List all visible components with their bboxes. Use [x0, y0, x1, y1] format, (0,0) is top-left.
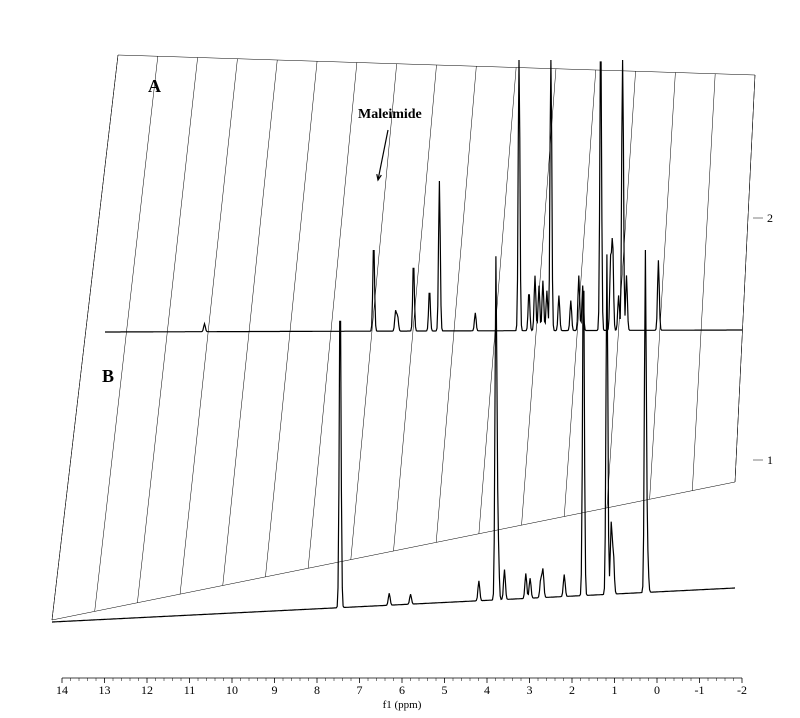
x-tick-label: 0 [654, 683, 660, 697]
spectrum-label-B: B [102, 366, 114, 386]
x-tick-label: 3 [527, 683, 533, 697]
x-tick-label: 2 [569, 683, 575, 697]
x-tick-label: -2 [737, 683, 747, 697]
x-tick-label: 9 [272, 683, 278, 697]
spectrum-B [52, 250, 735, 622]
spectrum-A [105, 60, 742, 332]
nmr-figure: 21AMaleimideB14131211109876543210-1-2f1 … [0, 0, 800, 718]
svg-text:2: 2 [767, 211, 773, 225]
x-tick-label: -1 [695, 683, 705, 697]
x-tick-label: 14 [56, 683, 68, 697]
x-tick-label: 6 [399, 683, 405, 697]
x-tick-label: 10 [226, 683, 238, 697]
x-axis-title: f1 (ppm) [383, 699, 422, 711]
spectrum-label-A: A [148, 76, 161, 96]
svg-text:1: 1 [767, 453, 773, 467]
x-tick-label: 4 [484, 683, 490, 697]
x-tick-label: 7 [357, 683, 363, 697]
x-tick-label: 12 [141, 683, 153, 697]
x-tick-label: 13 [99, 683, 111, 697]
x-tick-label: 5 [442, 683, 448, 697]
x-tick-label: 8 [314, 683, 320, 697]
x-tick-label: 1 [612, 683, 618, 697]
nmr-svg: 21AMaleimideB14131211109876543210-1-2f1 … [0, 0, 800, 718]
x-tick-label: 11 [184, 683, 196, 697]
annotation-text: Maleimide [358, 107, 422, 122]
